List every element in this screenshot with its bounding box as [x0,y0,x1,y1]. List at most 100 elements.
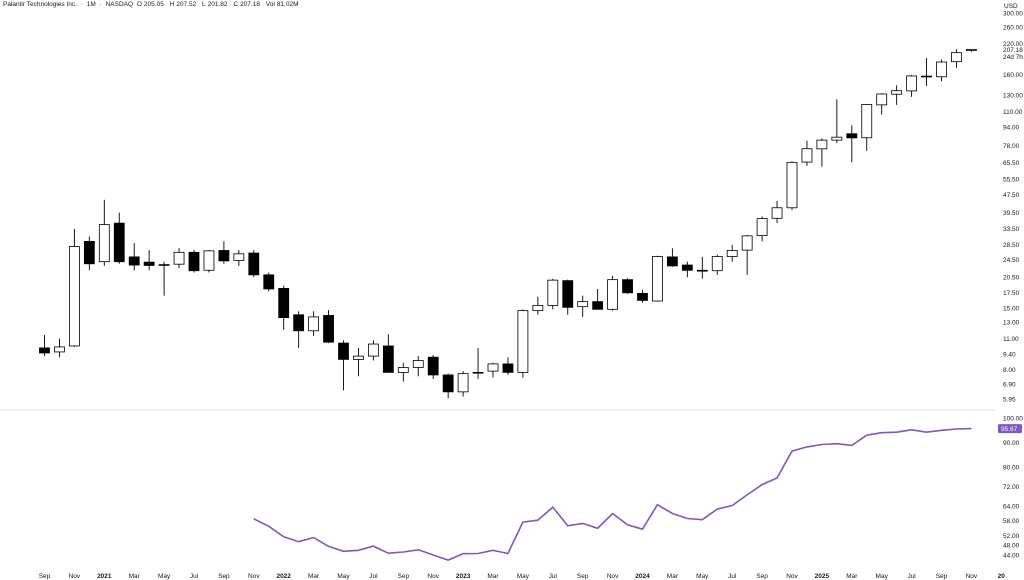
candle [607,275,618,311]
candle-body [69,246,80,347]
time-tick-label: Jul [369,573,378,580]
price-tick-label: 65.50 [1003,160,1020,167]
volume-readout: Vol 81.02M [265,1,299,8]
rsi-tick-label: 100.00 [1003,415,1023,422]
price-tick-label: 260.00 [1003,24,1023,31]
candle [966,49,977,53]
time-tick-label: 2024 [635,573,650,580]
time-tick-label: 2022 [276,573,291,580]
candle [188,250,200,273]
price-tick-label: 11.00 [1003,336,1019,343]
time-tick-label: May [696,573,709,580]
candles-layer [39,49,977,399]
separator-dot: · [80,1,83,8]
candle-body [741,235,753,251]
candle [801,140,813,166]
candle [143,250,155,271]
candle-body [696,269,708,272]
candle-body [367,343,379,357]
rsi-tick-label: 52.00 [1003,533,1020,540]
candle-body [412,360,424,368]
rsi-tick-label: 90.00 [1003,440,1020,447]
candle-body [113,222,125,263]
price-tick-label: 24.50 [1003,257,1020,264]
candle [771,200,783,224]
chart-header: Palantir Technologies Inc. · 1M · NASDAQ… [3,1,303,8]
candle [532,296,544,315]
candle-body [502,363,514,373]
candle [517,309,529,378]
rsi-tick-label: 80.00 [1003,464,1020,471]
candle [487,362,499,378]
candle [173,248,185,269]
candle-body [876,93,888,106]
candle [592,288,604,310]
candle-body [442,374,454,393]
candle-body [951,52,962,63]
price-tick-label: 78.00 [1003,143,1020,150]
candle [726,244,738,262]
time-tick-label: Nov [248,573,260,580]
candle-body [248,252,260,276]
rsi-layer [253,427,972,561]
candle-body [801,148,813,163]
price-tick-label: 17.50 [1003,290,1020,297]
time-tick-label: 2025 [815,573,830,580]
candle [442,373,454,399]
candle-body [397,367,409,373]
price-axis[interactable]: 300.00 260.00 220.00 160.00 130.00 110.00 94.0… [1003,10,1023,403]
time-tick-label: Sep [756,573,768,580]
candle-body [592,301,604,310]
ohlc-high: H 207.52 [169,1,197,8]
price-tick-label: 13.00 [1003,319,1020,326]
candle [83,236,95,271]
candle-body [786,161,798,209]
rsi-axis[interactable]: 100.00 90.00 80.00 72.00 64.00 58.00 52.00 48.0… [998,415,1023,560]
time-axis[interactable]: Sep Nov 2021 Mar May Jul Sep Nov 2022 Mar May Jul Se… [39,573,1006,580]
last-price-label: 207.18 [1003,47,1023,54]
time-tick-label: Sep [39,573,51,580]
candle-body [427,356,439,376]
price-tick-label: 300.00 [1003,10,1023,17]
price-tick-label: 5.95 [1003,396,1016,403]
rsi-tick-label: 58.00 [1003,518,1020,525]
candle-body [861,104,873,139]
candle-body [726,250,738,257]
candle [128,243,140,271]
price-tick-label: 130.00 [1003,93,1023,100]
candle [69,228,80,347]
time-tick-label: Nov [786,573,798,580]
exchange-label: NASDAQ [105,1,134,8]
rsi-value-label: 95.67 [1001,426,1018,433]
interval-label[interactable]: 1M [86,1,96,8]
candle-body [921,75,932,78]
time-tick-label: Nov [69,573,81,580]
candle-body [846,133,858,139]
price-tick-label: 28.50 [1003,242,1020,249]
candle [323,309,334,344]
rsi-value-badge [998,424,1022,434]
candle-body [128,256,140,266]
candle-body [54,346,65,353]
candle [263,272,275,292]
candle-body [936,61,947,78]
time-tick-label: Jul [549,573,558,580]
time-tick-label: Mar [667,573,679,580]
candle-body [577,301,589,308]
candle [248,250,260,278]
candle-body [966,49,977,51]
time-tick-label: Jul [728,573,737,580]
candle-body [308,316,320,332]
rsi-tick-label: 72.00 [1003,484,1020,491]
candle-body [756,218,768,236]
candle [876,93,888,115]
price-tick-label: 55.50 [1003,176,1020,183]
candle [308,311,320,336]
candle [233,250,245,266]
price-tick-label: 9.40 [1003,351,1016,358]
price-tick-label: 110.00 [1003,109,1023,116]
time-tick-label: Mar [129,573,141,580]
price-tick-label: 220.00 [1003,41,1023,48]
candle-body [831,136,843,141]
